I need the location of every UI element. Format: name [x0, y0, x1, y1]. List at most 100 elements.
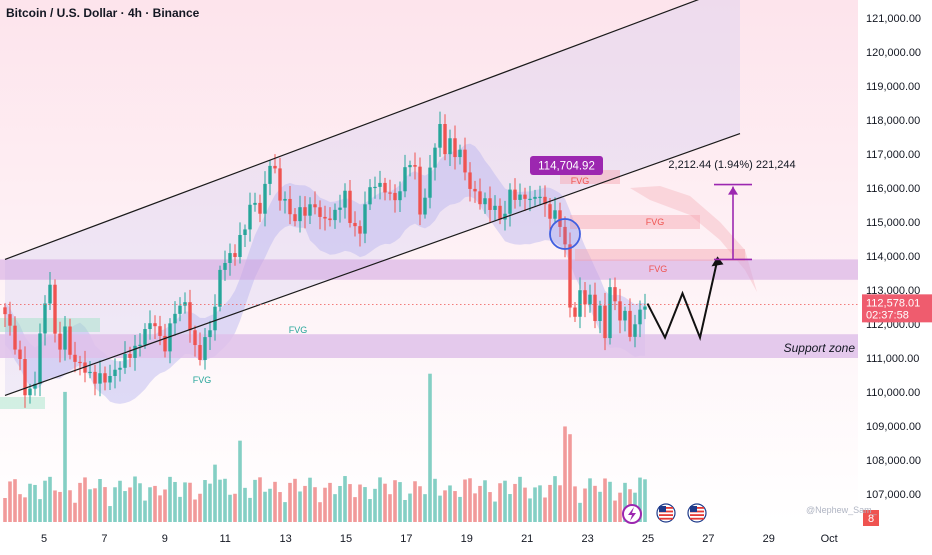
- candle[interactable]: [493, 195, 497, 221]
- candle[interactable]: [48, 271, 52, 311]
- candle[interactable]: [453, 125, 457, 170]
- candle[interactable]: [433, 143, 437, 181]
- candle[interactable]: [373, 176, 377, 199]
- lightning-icon[interactable]: [622, 504, 642, 524]
- channel-upper-line[interactable]: [4, 0, 740, 260]
- candle[interactable]: [238, 222, 242, 264]
- candle[interactable]: [183, 292, 187, 314]
- candle[interactable]: [498, 198, 502, 225]
- candle[interactable]: [563, 216, 567, 258]
- candle[interactable]: [353, 211, 357, 237]
- candle[interactable]: [163, 323, 167, 358]
- measure-tool[interactable]: [714, 183, 752, 261]
- candle[interactable]: [138, 333, 142, 357]
- candle[interactable]: [443, 114, 447, 161]
- candle[interactable]: [538, 185, 542, 206]
- candle[interactable]: [268, 160, 272, 196]
- candle[interactable]: [618, 288, 622, 334]
- candle[interactable]: [318, 200, 322, 230]
- alert-badge[interactable]: [863, 510, 879, 526]
- candle[interactable]: [533, 189, 537, 206]
- candle[interactable]: [133, 335, 137, 371]
- candle[interactable]: [248, 192, 252, 242]
- fvg-box[interactable]: [0, 397, 45, 409]
- us-flag-icon[interactable]: [687, 503, 707, 523]
- candle[interactable]: [28, 383, 32, 404]
- candle[interactable]: [608, 278, 612, 345]
- candle[interactable]: [553, 197, 557, 224]
- candle[interactable]: [103, 366, 107, 391]
- candle[interactable]: [328, 207, 332, 227]
- channel-lower-line[interactable]: [4, 133, 741, 396]
- candle[interactable]: [413, 152, 417, 180]
- candle[interactable]: [53, 279, 57, 343]
- candle[interactable]: [253, 192, 257, 212]
- candle[interactable]: [128, 346, 132, 368]
- candle[interactable]: [628, 298, 632, 342]
- candle[interactable]: [548, 197, 552, 230]
- candle[interactable]: [208, 320, 212, 350]
- candle[interactable]: [213, 294, 217, 341]
- candle[interactable]: [578, 277, 582, 329]
- candle[interactable]: [503, 200, 507, 231]
- candle[interactable]: [198, 332, 202, 366]
- candle[interactable]: [78, 355, 82, 376]
- candle[interactable]: [338, 194, 342, 223]
- candle[interactable]: [173, 301, 177, 336]
- candle[interactable]: [393, 184, 397, 213]
- candle[interactable]: [43, 295, 47, 346]
- candle[interactable]: [258, 194, 262, 223]
- candle[interactable]: [58, 321, 62, 363]
- candle[interactable]: [278, 157, 282, 211]
- candle[interactable]: [8, 301, 12, 336]
- candle[interactable]: [388, 179, 392, 201]
- candle[interactable]: [38, 323, 42, 397]
- candle[interactable]: [588, 284, 592, 313]
- candle[interactable]: [33, 371, 37, 396]
- fvg-box[interactable]: [575, 249, 745, 261]
- candle[interactable]: [643, 293, 647, 320]
- candle[interactable]: [528, 185, 532, 212]
- breakdown-circle[interactable]: [549, 218, 581, 250]
- candle[interactable]: [448, 129, 452, 167]
- candle[interactable]: [313, 191, 317, 215]
- candle[interactable]: [108, 364, 112, 390]
- candle[interactable]: [408, 160, 412, 177]
- candle[interactable]: [478, 178, 482, 210]
- candle[interactable]: [98, 360, 102, 397]
- projection-path[interactable]: [646, 259, 719, 341]
- candle[interactable]: [218, 265, 222, 312]
- candle[interactable]: [3, 303, 7, 328]
- candle[interactable]: [468, 162, 472, 202]
- candle[interactable]: [398, 181, 402, 212]
- candle[interactable]: [293, 207, 297, 227]
- candle[interactable]: [118, 361, 122, 382]
- candle[interactable]: [153, 315, 157, 340]
- candle[interactable]: [383, 177, 387, 201]
- candle[interactable]: [113, 358, 117, 389]
- candle[interactable]: [403, 154, 407, 198]
- candle[interactable]: [243, 224, 247, 248]
- candle[interactable]: [343, 183, 347, 219]
- candle[interactable]: [13, 316, 17, 355]
- candle[interactable]: [543, 185, 547, 217]
- candle[interactable]: [358, 220, 362, 247]
- candle[interactable]: [368, 179, 372, 210]
- candle[interactable]: [603, 292, 607, 351]
- candle[interactable]: [458, 144, 462, 165]
- candle[interactable]: [613, 277, 617, 311]
- candle[interactable]: [633, 314, 637, 348]
- resistance-zone[interactable]: [0, 259, 858, 280]
- candle[interactable]: [143, 323, 147, 349]
- candle[interactable]: [303, 196, 307, 229]
- candle[interactable]: [23, 346, 27, 408]
- candle[interactable]: [168, 318, 172, 364]
- candle[interactable]: [273, 154, 277, 174]
- candle[interactable]: [438, 111, 442, 157]
- candle[interactable]: [63, 316, 67, 361]
- candle[interactable]: [363, 191, 367, 244]
- us-flag-icon[interactable]: [656, 503, 676, 523]
- candle[interactable]: [73, 341, 77, 373]
- candle[interactable]: [203, 328, 207, 370]
